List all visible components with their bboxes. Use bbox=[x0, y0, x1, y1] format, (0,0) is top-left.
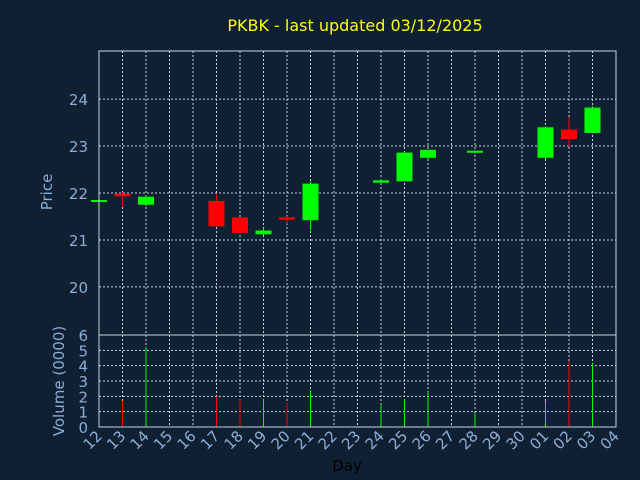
candle-body bbox=[584, 107, 601, 133]
candle-body bbox=[561, 129, 577, 140]
price-axis-label: Price bbox=[38, 174, 56, 211]
volume-y-tick-label: 2 bbox=[78, 388, 88, 406]
volume-y-tick-label: 0 bbox=[78, 419, 88, 437]
candle-body bbox=[396, 152, 413, 182]
price-y-tick-label: 21 bbox=[69, 232, 88, 250]
x-tick-labels: 1213141516171819202122232425262728293001… bbox=[80, 427, 623, 453]
volume-axis-label: Volume (0000) bbox=[50, 326, 68, 436]
candlesticks bbox=[91, 106, 601, 236]
chart-title: PKBK - last updated 03/12/2025 bbox=[227, 16, 482, 35]
candle-body bbox=[302, 183, 319, 221]
candle-body bbox=[114, 193, 131, 197]
candle-body bbox=[232, 217, 248, 233]
price-y-tick-label: 22 bbox=[69, 185, 88, 203]
candle-body bbox=[537, 127, 554, 158]
candle-body bbox=[138, 196, 154, 205]
candle-body bbox=[208, 200, 225, 227]
volume-y-tick-label: 1 bbox=[78, 404, 88, 422]
candle-body bbox=[467, 150, 483, 153]
volume-y-tick-label: 6 bbox=[78, 327, 88, 345]
volume-y-tick-label: 5 bbox=[78, 342, 88, 360]
price-y-tick-label: 23 bbox=[69, 138, 88, 156]
candle-body bbox=[255, 230, 272, 235]
candle-body bbox=[373, 180, 389, 183]
price-y-tick-label: 20 bbox=[69, 279, 88, 297]
volume-y-tick-label: 3 bbox=[78, 373, 88, 391]
volume-y-tick-label: 4 bbox=[78, 358, 88, 376]
candle-body bbox=[279, 217, 295, 220]
price-y-tick-label: 24 bbox=[69, 91, 88, 109]
x-axis-label: Day bbox=[332, 457, 362, 475]
volume-bars bbox=[122, 347, 593, 427]
candle-body bbox=[420, 149, 436, 158]
price-gridlines bbox=[98, 51, 617, 335]
volume-panel-frame bbox=[98, 334, 617, 428]
price-y-tick-labels: 20 21 22 23 24 bbox=[69, 91, 88, 297]
